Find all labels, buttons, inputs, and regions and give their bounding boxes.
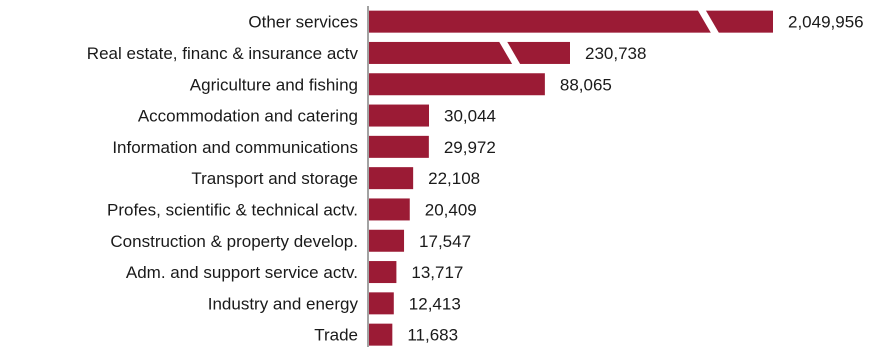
bar: [369, 167, 414, 190]
value-label: 230,738: [585, 44, 646, 63]
category-label: Agriculture and fishing: [190, 75, 358, 94]
category-label: Construction & property develop.: [110, 232, 358, 251]
bar: [369, 323, 393, 346]
category-label: Information and communications: [112, 138, 358, 157]
value-label: 20,409: [425, 200, 477, 219]
bar: [369, 261, 397, 284]
bar: [369, 41, 570, 64]
bar: [369, 229, 405, 252]
bar: [369, 198, 410, 221]
value-label: 29,972: [444, 138, 496, 157]
value-label: 30,044: [444, 107, 496, 126]
value-label: 12,413: [409, 294, 461, 313]
value-label: 13,717: [411, 263, 463, 282]
axis-break-marker: [498, 40, 521, 65]
value-labels: 2,049,956 230,738 88,065 30,044 29,972 22,108…: [407, 13, 863, 345]
bars: [369, 9, 773, 346]
category-label: Accommodation and catering: [138, 107, 358, 126]
bar: [369, 135, 429, 158]
bar: [369, 10, 773, 33]
value-label: 17,547: [419, 232, 471, 251]
bar: [369, 292, 394, 315]
value-label: 22,108: [428, 169, 480, 188]
category-label: Other services: [248, 13, 358, 32]
category-label: Adm. and support service actv.: [126, 263, 358, 282]
category-label: Transport and storage: [191, 169, 358, 188]
value-label: 88,065: [560, 75, 612, 94]
category-label: Industry and energy: [208, 294, 359, 313]
bar: [369, 73, 545, 96]
bar: [369, 104, 429, 127]
category-label: Trade: [314, 326, 358, 345]
axis-break-marker: [697, 9, 720, 34]
category-label: Profes, scientific & technical actv.: [107, 200, 358, 219]
category-labels: Other services Real estate, financ & insu…: [87, 13, 359, 345]
value-label: 11,683: [407, 326, 458, 345]
value-label: 2,049,956: [788, 13, 864, 32]
category-label: Real estate, financ & insurance actv: [87, 44, 359, 63]
